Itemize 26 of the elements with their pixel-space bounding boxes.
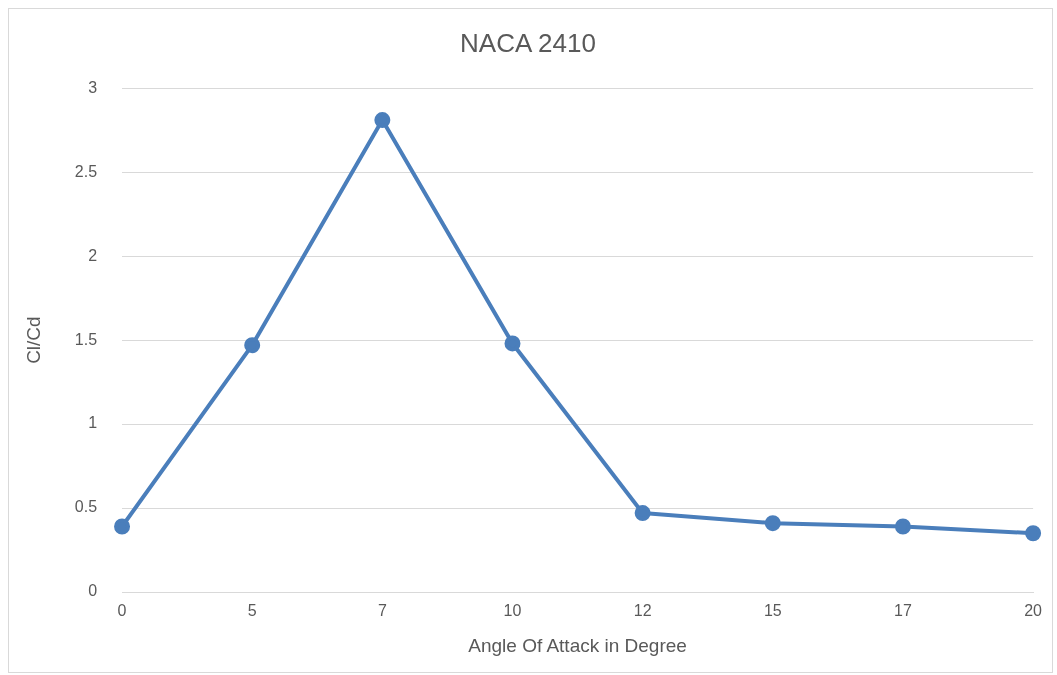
chart-title: NACA 2410 xyxy=(460,27,596,58)
x-tick-label: 20 xyxy=(1024,602,1043,620)
point xyxy=(764,515,781,532)
x-axis-title: Angle Of Attack in Degree xyxy=(468,634,687,656)
x-tick-label: 15 xyxy=(763,602,782,620)
y-tick-label: 2.5 xyxy=(74,162,98,180)
y-tick-label: 0.5 xyxy=(74,498,98,516)
x-tick-label: 5 xyxy=(247,602,257,620)
point xyxy=(894,518,911,535)
point xyxy=(374,112,391,129)
point xyxy=(244,337,261,354)
point xyxy=(1025,525,1042,542)
point xyxy=(114,518,131,535)
point xyxy=(504,335,521,352)
y-tick-label: 0 xyxy=(88,582,98,600)
y-tick-label: 2 xyxy=(88,246,98,264)
y-tick-label: 1 xyxy=(88,414,98,432)
x-tick-label: 0 xyxy=(117,602,127,620)
x-tick-label: 7 xyxy=(377,602,387,620)
y-tick-label: 3 xyxy=(88,78,98,96)
x-tick-label: 12 xyxy=(633,602,652,620)
point xyxy=(634,505,651,522)
x-tick-label: 10 xyxy=(503,602,522,620)
y-tick-label: 1.5 xyxy=(74,330,98,348)
y-axis-title: Cl/Cd xyxy=(22,316,44,364)
x-tick-label: 17 xyxy=(894,602,912,620)
